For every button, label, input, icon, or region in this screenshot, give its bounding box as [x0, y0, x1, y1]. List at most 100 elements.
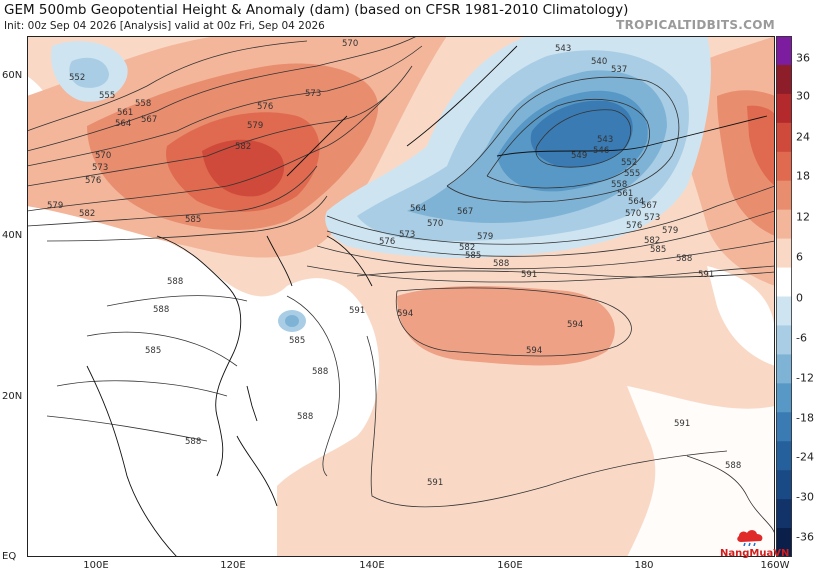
colorbar-tick: -6: [796, 331, 807, 345]
contour-label: 588: [725, 461, 741, 471]
contour-label: 582: [459, 243, 475, 253]
contour-label: 585: [289, 336, 305, 346]
colorbar-tick: -12: [796, 371, 814, 385]
contour-label: 552: [69, 73, 85, 83]
colorbar-swatch: [776, 93, 792, 124]
contour-label: 564: [410, 204, 426, 214]
cloud-logo-icon: [737, 530, 763, 546]
lat-label-40n: 40N: [2, 230, 23, 241]
contour-label: 564: [628, 197, 644, 207]
colorbar-swatch: [776, 383, 792, 413]
contour-label: 588: [297, 412, 313, 422]
colorbar-tick: 18: [796, 169, 810, 183]
contour-label: 567: [457, 207, 473, 217]
contour-label: 561: [117, 108, 133, 118]
colorbar-frame: [776, 36, 792, 557]
contour-label: 552: [621, 158, 637, 168]
neutral-zone-east: [707, 266, 775, 366]
contour-label: 573: [92, 163, 108, 173]
contour-label: 591: [427, 478, 443, 488]
colorbar-swatch: [776, 354, 792, 384]
contour-label: 582: [79, 209, 95, 219]
neutral-zone-southeast: [627, 386, 775, 557]
contour-label: 588: [153, 305, 169, 315]
positive-anomaly-ne-18: [747, 105, 775, 186]
contour-label: 585: [650, 245, 666, 255]
lon-label-140e: 140E: [359, 560, 385, 571]
contour-label: 588: [185, 437, 201, 447]
contour-label: 567: [641, 201, 657, 211]
height-contours: [27, 36, 775, 537]
map-title: GEM 500mb Geopotential Height & Anomaly …: [4, 2, 629, 18]
colorbar-swatches: [776, 36, 792, 557]
lat-label-eq: EQ: [2, 551, 17, 562]
contour-label: 582: [235, 142, 251, 152]
contour-label: 585: [145, 346, 161, 356]
contour-label: 546: [593, 146, 609, 156]
contour-label: 570: [427, 219, 443, 229]
colorbar-tick: -30: [796, 490, 814, 504]
watermark-text: NangMuaVN: [720, 548, 790, 559]
contour-label: 579: [47, 201, 63, 211]
colorbar-swatch: [776, 122, 792, 153]
colorbar-swatch: [776, 36, 792, 66]
colorbar-swatch: [776, 528, 792, 557]
lon-label-100e: 100E: [83, 560, 109, 571]
colorbar-tick: 36: [796, 51, 810, 65]
contour-label: 585: [465, 251, 481, 261]
lat-label-60n: 60N: [2, 70, 23, 81]
contour-label: 591: [698, 270, 714, 280]
brand-text[interactable]: TROPICALTIDBITS.COM: [616, 18, 775, 32]
contour-label: 567: [141, 115, 157, 125]
contour-label: 588: [312, 367, 328, 377]
contour-label: 543: [555, 44, 571, 54]
contour-label: 588: [676, 254, 692, 264]
colorbar-tick: -24: [796, 450, 814, 464]
colorbar-swatch: [776, 499, 792, 529]
contour-label: 594: [526, 346, 542, 356]
contour-label: 579: [247, 121, 263, 131]
lon-label-120e: 120E: [220, 560, 246, 571]
contour-label: 573: [644, 213, 660, 223]
colorbar-swatch: [776, 296, 792, 326]
contour-label: 579: [662, 226, 678, 236]
contour-label: 588: [493, 259, 509, 269]
colorbar-swatch: [776, 238, 792, 269]
contour-label: 537: [611, 65, 627, 75]
header: GEM 500mb Geopotential Height & Anomaly …: [0, 0, 819, 36]
contour-label: 591: [349, 306, 365, 316]
colorbar-tick: -36: [796, 530, 814, 544]
colorbar-swatch: [776, 209, 792, 240]
negative-anomaly-nw-core: [69, 57, 109, 88]
contour-label: 540: [591, 57, 607, 67]
lon-label-160e: 160E: [497, 560, 523, 571]
colorbar: [776, 36, 792, 557]
colorbar-tick: 0: [796, 291, 803, 305]
contour-label: 588: [167, 277, 183, 287]
colorbar-swatch: [776, 267, 792, 297]
lon-label-160w: 160W: [760, 560, 790, 571]
contour-label: 549: [571, 151, 587, 161]
contour-label: 570: [625, 209, 641, 219]
contour-label: 543: [597, 135, 613, 145]
colorbar-swatch: [776, 412, 792, 442]
contour-label: 579: [477, 232, 493, 242]
contour-label: 561: [617, 189, 633, 199]
contour-label: 573: [399, 230, 415, 240]
contour-label: 564: [115, 119, 131, 129]
contour-label: 576: [626, 221, 642, 231]
colorbar-swatch: [776, 470, 792, 500]
colorbar-tick: 6: [796, 250, 803, 264]
map-subtitle: Init: 00z Sep 04 2026 [Analysis] valid a…: [4, 20, 325, 32]
colorbar-tick: 12: [796, 210, 810, 224]
contour-label: 555: [624, 169, 640, 179]
positive-anomaly-central-pacific: [397, 286, 615, 366]
neutral-zone-west: [27, 206, 380, 557]
negative-anomaly-small-core: [285, 315, 299, 327]
contour-label: 570: [95, 151, 111, 161]
map-frame: [27, 36, 775, 557]
height-anomaly-map: 552 555 558 561 564 567 570 570 573 573 …: [27, 36, 775, 557]
coastlines: [86, 45, 768, 557]
contour-label-layer: 552 555 558 561 564 567 570 570 573 573 …: [47, 39, 741, 488]
colorbar-swatch: [776, 441, 792, 471]
